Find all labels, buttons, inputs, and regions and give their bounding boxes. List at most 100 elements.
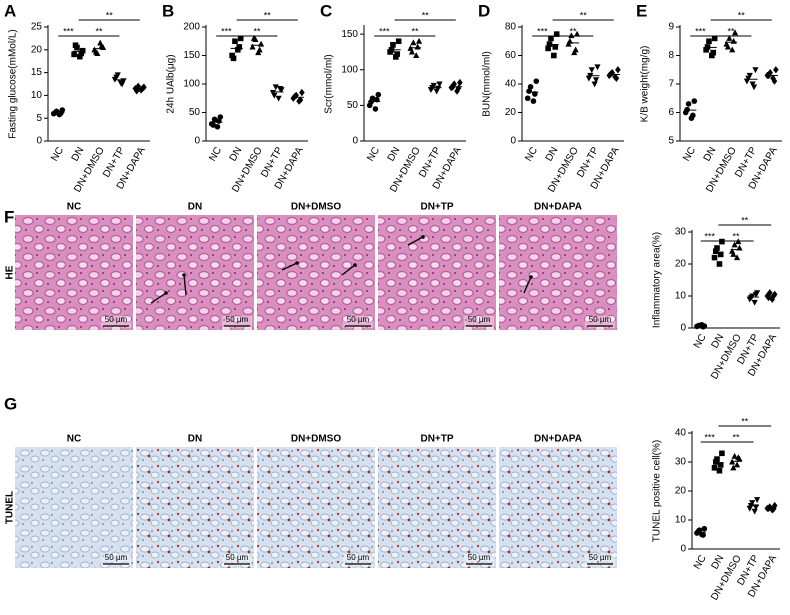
data-point [552,44,559,50]
data-point [394,51,401,57]
data-point [78,50,85,57]
arrow-head [353,263,357,267]
data-point [229,52,235,59]
scale-label: 50 µm [105,553,128,562]
micrograph [499,447,617,568]
data-point [72,42,79,49]
y-tick-label: 8 [668,50,674,61]
y-axis-label: Scr(mmol/ml) [324,54,335,113]
data-point [701,525,708,532]
arrow-head [164,291,168,295]
y-tick-label: 9 [668,22,674,33]
scale-label: 50 µm [468,553,491,562]
data-point [526,88,532,94]
significance-label: *** [221,26,232,36]
data-point [77,53,83,60]
data-point [591,81,598,88]
x-tick-label: DN [228,145,245,163]
y-tick-label: 0 [680,323,686,334]
column-label: DN+DMSO [291,202,342,213]
y-tick-label: 0 [194,136,200,147]
micrograph [136,447,254,568]
data-point [719,238,725,245]
data-point [691,98,698,104]
data-point [553,31,560,37]
data-point [566,37,574,44]
data-point [706,38,712,45]
data-point [733,254,741,261]
data-point [750,84,758,91]
data-point [530,98,537,104]
data-point [751,299,758,306]
micrograph [15,215,133,330]
scale-bg [464,316,494,328]
y-tick-label: 15 [31,67,43,78]
significance-label: ** [741,215,749,225]
data-point [299,88,305,97]
y-axis-label: TUNEL positive cell(%) [652,440,663,542]
data-point [118,81,126,88]
scale-bg [585,316,615,328]
y-tick-label: 20 [675,486,687,497]
scale-label: 50 µm [105,315,128,324]
data-point [416,37,423,44]
data-point [249,43,256,50]
y-tick-label: 0 [36,136,42,147]
data-point [726,35,733,41]
x-tick-label: NC [523,145,540,163]
y-tick-label: 50 [189,107,201,118]
y-tick-label: 10 [675,291,687,302]
data-point [711,35,718,42]
data-point [714,456,720,462]
y-tick-label: 20 [675,259,687,270]
scale-bg [464,554,494,566]
data-point [237,35,244,42]
significance-label: ** [741,416,749,426]
scale-label: 50 µm [226,315,249,324]
data-point [275,95,282,102]
data-point [724,43,732,50]
y-tick-label: 5 [36,113,42,124]
y-axis-label: K/B weight(mg/g) [640,46,651,123]
y-tick-label: 40 [675,428,687,439]
data-point [747,295,755,301]
y-tick-label: 7 [668,79,674,90]
scale-label: 50 µm [226,553,249,562]
y-tick-label: 30 [675,457,687,468]
arrow-head [421,235,425,239]
data-point [410,39,417,46]
data-point [572,46,579,53]
y-tick-label: 20 [31,44,43,55]
y-tick-label: 0 [680,544,686,555]
data-point [454,87,460,95]
y-tick-label: 200 [183,22,200,33]
arrow-head [182,273,186,277]
x-tick-label: NC [207,145,224,163]
x-tick-label: DN [710,553,727,571]
data-point [92,48,100,55]
stain-label: TUNEL [5,491,16,524]
data-point [372,106,379,112]
data-point [216,118,222,124]
scale-bg [343,316,373,328]
arrow [183,274,187,296]
panel-letter: B [162,1,174,20]
data-point [210,122,216,128]
arrow-head [529,275,533,279]
data-point [390,42,396,48]
panel-letter: D [478,1,490,20]
significance-label: ** [422,10,430,20]
scale-label: 50 µm [589,315,612,324]
y-tick-label: 5 [668,136,674,147]
y-tick-label: 25 [31,22,43,33]
data-point [714,245,720,251]
data-point [271,92,278,99]
panel-letter: E [636,1,647,20]
column-label: DN+DMSO [291,434,342,445]
micrograph [15,447,133,568]
data-point [250,35,258,41]
data-point [256,46,263,53]
y-tick-label: 6 [668,107,674,118]
x-tick-label: DN [710,332,727,350]
